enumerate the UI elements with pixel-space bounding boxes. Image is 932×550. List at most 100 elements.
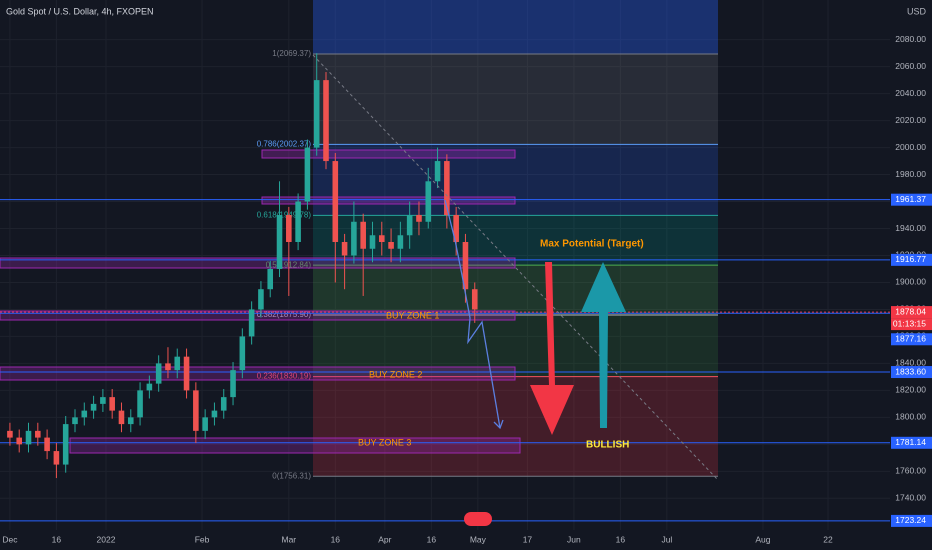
candle-body — [155, 363, 162, 384]
x-tick-label: 16 — [52, 534, 62, 544]
y-tick-label: 2020.00 — [895, 115, 926, 125]
x-tick-label: Dec — [2, 534, 18, 544]
chart-title: Gold Spot / U.S. Dollar, 4h, FXOPEN — [6, 6, 154, 16]
candle-body — [62, 424, 69, 465]
candle-body — [341, 242, 348, 256]
fib-label: 0.786(2002.37) — [257, 139, 312, 148]
zone — [261, 149, 516, 159]
candle-body — [360, 221, 366, 249]
x-tick-label: Apr — [378, 534, 391, 544]
price-label-bg — [891, 514, 932, 527]
candle-body — [81, 410, 88, 418]
candle-body — [44, 437, 50, 452]
y-tick-label: 1840.00 — [895, 358, 926, 368]
countdown-bg — [891, 318, 932, 331]
candle-body — [416, 215, 422, 222]
candle-body — [462, 242, 469, 290]
fib-layer: 1(2069.37) 0.786(2002.37) 0.618(1949.78) 0.… — [257, 0, 718, 480]
candle-body — [193, 390, 199, 431]
candle-body — [276, 215, 283, 269]
price-label-bg — [891, 253, 932, 266]
price-label: 1781.14 — [895, 437, 926, 447]
candle-body — [211, 410, 218, 418]
price-label: 1878.04 — [895, 306, 926, 316]
price-label: 1833.60 — [895, 366, 926, 376]
candle-body — [127, 417, 134, 425]
candle-body — [397, 235, 404, 249]
candle-body — [471, 289, 478, 310]
down-arrow — [530, 262, 574, 435]
candle-body — [332, 161, 339, 243]
annotation: Max Potential (Target) — [540, 239, 644, 250]
x-tick-label: May — [470, 534, 487, 544]
fib-label: 0.236(1830.19) — [257, 372, 312, 381]
price-label: 1961.37 — [895, 194, 926, 204]
x-tick-label: 17 — [523, 534, 533, 544]
candle-body — [7, 430, 13, 438]
price-label: 1723.24 — [895, 515, 926, 525]
currency: USD — [907, 6, 927, 16]
fib-label: 0.618(1949.78) — [257, 210, 312, 219]
trend-line — [312, 54, 719, 481]
annotation: BUY ZONE 3 — [358, 437, 411, 447]
candle-body — [146, 383, 153, 391]
price-lines-layer — [0, 199, 890, 522]
x-tick-label: Jun — [567, 534, 581, 544]
y-tick-label: 2080.00 — [895, 34, 926, 44]
zone — [261, 196, 516, 205]
y-tick-label: 2060.00 — [895, 61, 926, 71]
x-tick-label: 16 — [616, 534, 626, 544]
fib-label: 0.382(1875.90) — [257, 310, 312, 319]
fib-label: 0(1756.31) — [272, 471, 311, 480]
candle-body — [295, 201, 301, 243]
up-arrow — [581, 262, 626, 428]
zone — [69, 437, 521, 454]
candle-body — [220, 397, 227, 411]
projection-arrowhead — [493, 419, 504, 430]
x-tick-label: Mar — [281, 534, 296, 544]
candle-body — [304, 147, 311, 202]
candle-body — [53, 451, 60, 465]
zone — [0, 257, 516, 269]
price-label-bg — [891, 366, 932, 379]
x-tick-label: Aug — [755, 534, 770, 544]
candle-body — [165, 363, 171, 371]
x-tick-label: Feb — [195, 534, 210, 544]
fib-label: 1(2069.37) — [272, 49, 311, 58]
y-tick-label: 1940.00 — [895, 223, 926, 233]
x-tick-label: Jul — [661, 534, 672, 544]
candle-body — [378, 235, 385, 243]
countdown: 01:13:15 — [893, 318, 926, 328]
price-axis-bg — [890, 0, 932, 550]
price-label: 1877.16 — [895, 334, 926, 344]
candle-body — [16, 437, 23, 445]
candle-body — [230, 370, 236, 398]
price-label: 1916.77 — [895, 254, 926, 264]
candle-body — [25, 430, 32, 445]
candle-body — [258, 289, 264, 310]
price-label-bg — [891, 333, 932, 346]
candle-body — [406, 215, 413, 236]
projection-path — [444, 199, 501, 429]
candle-body — [323, 80, 329, 162]
candle-body — [100, 397, 106, 404]
candle-body — [351, 221, 357, 256]
candle-body — [434, 161, 441, 182]
fib-band — [313, 265, 718, 315]
candle-body — [248, 309, 255, 337]
candles-layer — [7, 53, 478, 479]
candle-body — [109, 397, 115, 411]
y-tick-label: 1900.00 — [895, 277, 926, 287]
x-tick-label: 2022 — [97, 534, 116, 544]
candle-body — [369, 235, 376, 249]
y-tick-label: 2000.00 — [895, 142, 926, 152]
candle-body — [118, 410, 125, 425]
time-axis-bg — [0, 530, 932, 550]
candle-body — [137, 390, 143, 418]
annotation: BULLISH — [586, 440, 629, 451]
events-icon — [464, 512, 492, 526]
x-tick-label: 16 — [331, 534, 341, 544]
y-tick-label: 1800.00 — [895, 412, 926, 422]
